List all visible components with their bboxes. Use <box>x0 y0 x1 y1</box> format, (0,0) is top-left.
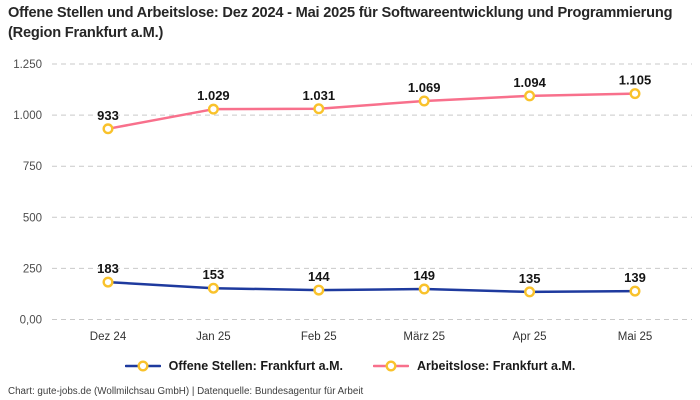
data-point-label-arbeitslose-frankfurt-a-m: 1.029 <box>197 88 230 103</box>
y-axis-tick-label: 250 <box>23 263 42 275</box>
x-axis-tick-label: Dez 24 <box>90 331 127 343</box>
x-axis-tick-label: März 25 <box>403 331 445 343</box>
series-line-offene-stellen-frankfurt-a-m <box>106 280 637 294</box>
data-point-label-offene-stellen-frankfurt-a-m: 139 <box>624 270 646 285</box>
data-point-marker-arbeitslose-frankfurt-a-m[interactable] <box>207 103 219 115</box>
data-point-marker-arbeitslose-frankfurt-a-m[interactable] <box>629 88 641 100</box>
data-point-marker-offene-stellen-frankfurt-a-m[interactable] <box>313 284 325 296</box>
x-axis-tick-label: Mai 25 <box>618 331 653 343</box>
data-point-label-offene-stellen-frankfurt-a-m: 149 <box>413 268 435 283</box>
legend-item-arbeitslose-frankfurt-a-m[interactable]: Arbeitslose: Frankfurt a.M. <box>372 359 576 373</box>
series-line-arbeitslose-frankfurt-a-m <box>106 92 637 131</box>
data-point-marker-offene-stellen-frankfurt-a-m[interactable] <box>207 282 219 294</box>
chart-title: Offene Stellen und Arbeitslose: Dez 2024… <box>8 5 673 41</box>
x-axis-tick-label: Jan 25 <box>196 331 231 343</box>
data-point-label-arbeitslose-frankfurt-a-m: 1.031 <box>303 88 336 103</box>
data-point-label-arbeitslose-frankfurt-a-m: 1.069 <box>408 80 441 95</box>
data-point-label-offene-stellen-frankfurt-a-m: 183 <box>97 261 119 276</box>
y-axis-tick-label: 1.000 <box>13 110 42 122</box>
data-point-marker-arbeitslose-frankfurt-a-m[interactable] <box>102 123 114 135</box>
legend-item-offene-stellen-frankfurt-a-m[interactable]: Offene Stellen: Frankfurt a.M. <box>124 359 343 373</box>
y-axis-tick-label: 1.250 <box>13 59 42 71</box>
legend-label: Arbeitslose: Frankfurt a.M. <box>416 359 576 373</box>
legend-label: Offene Stellen: Frankfurt a.M. <box>168 359 343 373</box>
data-point-label-offene-stellen-frankfurt-a-m: 144 <box>308 269 330 284</box>
chart-legend: Offene Stellen: Frankfurt a.M. Arbeitslos… <box>0 357 700 375</box>
y-axis-tick-label: 500 <box>23 212 42 224</box>
data-point-label-arbeitslose-frankfurt-a-m: 933 <box>97 108 119 123</box>
data-point-label-arbeitslose-frankfurt-a-m: 1.105 <box>619 73 652 88</box>
data-point-marker-offene-stellen-frankfurt-a-m[interactable] <box>418 283 430 295</box>
data-point-marker-offene-stellen-frankfurt-a-m[interactable] <box>524 286 536 298</box>
data-point-marker-arbeitslose-frankfurt-a-m[interactable] <box>418 95 430 107</box>
chart-footer: Chart: gute-jobs.de (Wollmilchsau GmbH) … <box>8 386 364 397</box>
data-point-marker-arbeitslose-frankfurt-a-m[interactable] <box>313 103 325 115</box>
data-point-label-offene-stellen-frankfurt-a-m: 153 <box>203 267 225 282</box>
legend-line-marker-icon <box>372 360 409 372</box>
data-point-marker-offene-stellen-frankfurt-a-m[interactable] <box>629 285 641 297</box>
data-point-marker-arbeitslose-frankfurt-a-m[interactable] <box>524 90 536 102</box>
x-axis-tick-label: Apr 25 <box>513 331 547 343</box>
data-point-label-arbeitslose-frankfurt-a-m: 1.094 <box>513 75 546 90</box>
data-point-label-offene-stellen-frankfurt-a-m: 135 <box>519 271 541 286</box>
y-axis-tick-label: 0,00 <box>20 315 42 327</box>
x-axis-tick-label: Feb 25 <box>301 331 337 343</box>
y-axis-tick-label: 750 <box>23 161 42 173</box>
legend-line-marker-icon <box>124 360 161 372</box>
data-point-marker-offene-stellen-frankfurt-a-m[interactable] <box>102 276 114 288</box>
line-chart-plot-area: 1.250 1.000 750 500 250 0,00 Dez 24 Jan 25 Feb 2… <box>13 59 692 343</box>
